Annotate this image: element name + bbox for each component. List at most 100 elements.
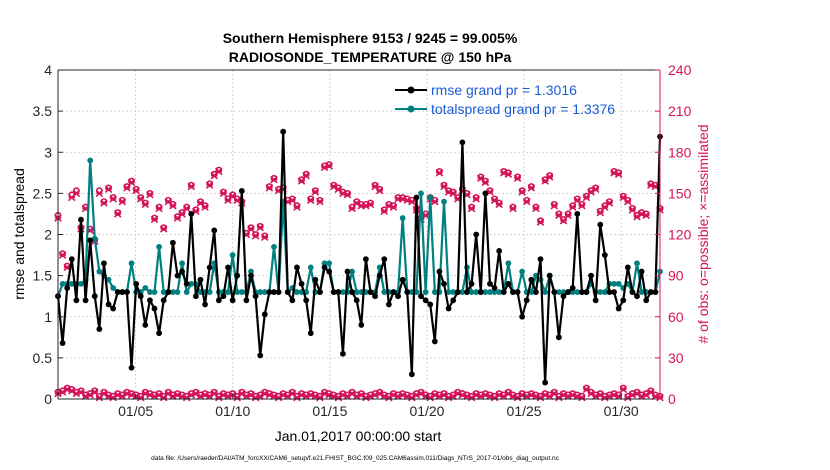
series-1-point bbox=[519, 268, 526, 275]
series-0-point bbox=[362, 256, 369, 263]
obs-assimilated-marker bbox=[605, 199, 614, 207]
obs-assimilated-marker bbox=[624, 197, 632, 206]
series-0-point bbox=[372, 293, 378, 300]
obs-assimilated-marker bbox=[159, 225, 168, 233]
series-0-point bbox=[399, 276, 406, 283]
series-1-point bbox=[468, 289, 475, 295]
series-0-point bbox=[468, 280, 475, 287]
series-0-point bbox=[101, 260, 107, 267]
obs-possible-marker bbox=[518, 187, 526, 195]
series-1-point bbox=[638, 289, 645, 295]
obs-assimilated-marker bbox=[201, 203, 209, 211]
series-1-point bbox=[238, 289, 245, 295]
series-1-point bbox=[441, 198, 447, 205]
obs-possible-marker bbox=[472, 194, 480, 201]
series-0-point bbox=[133, 280, 140, 287]
series-0-point bbox=[330, 289, 337, 295]
series-1-point bbox=[601, 289, 608, 295]
series-1-point bbox=[248, 268, 254, 275]
series-0-point bbox=[578, 289, 585, 295]
series-0-point bbox=[404, 289, 411, 295]
obs-possible-marker bbox=[270, 174, 278, 182]
series-0-point bbox=[307, 330, 314, 337]
series-0-point bbox=[206, 264, 213, 271]
series-0-point bbox=[606, 289, 613, 295]
obs-assimilated-marker bbox=[205, 181, 214, 189]
obs-assimilated-marker bbox=[527, 184, 536, 192]
series-0-point bbox=[556, 334, 562, 341]
obs-possible-marker bbox=[151, 214, 158, 222]
series-0-point bbox=[317, 289, 323, 295]
obs-assimilated-marker bbox=[169, 201, 177, 210]
obs-possible-marker bbox=[569, 202, 577, 210]
series-0-point bbox=[565, 289, 571, 295]
obs-assimilated-marker bbox=[247, 225, 255, 233]
series-1-point bbox=[496, 289, 503, 295]
legend-rmse-marker bbox=[407, 86, 415, 94]
obs-possible-marker bbox=[265, 183, 273, 190]
obs-possible-marker bbox=[311, 187, 319, 195]
obs-assimilated-marker bbox=[421, 211, 430, 220]
series-0-point bbox=[496, 248, 503, 254]
series-0-point bbox=[271, 289, 277, 295]
series-1-point bbox=[482, 289, 489, 295]
obs-assimilated-marker bbox=[389, 203, 398, 211]
series-0-point bbox=[312, 276, 319, 283]
chart-title: Southern Hemisphere 9153 / 9245 = 99.005… bbox=[223, 30, 518, 46]
obs-assimilated-marker bbox=[536, 218, 545, 226]
series-0-point bbox=[638, 268, 645, 275]
series-0-point bbox=[422, 297, 429, 304]
obs-assimilated-marker bbox=[316, 197, 324, 206]
series-1-point bbox=[169, 289, 176, 295]
series-0-point bbox=[340, 350, 346, 357]
y-right-tick-label: 120 bbox=[668, 227, 692, 243]
series-1-point bbox=[326, 260, 333, 267]
y-left-tick-label: 3 bbox=[44, 144, 52, 160]
obs-possible-marker bbox=[537, 217, 544, 225]
series-0-point bbox=[381, 256, 388, 263]
series-0-point bbox=[629, 289, 636, 295]
series-0-point bbox=[289, 297, 296, 304]
series-0-point bbox=[574, 211, 581, 217]
obs-assimilated-marker bbox=[302, 171, 310, 180]
series-0-point bbox=[634, 293, 640, 300]
obs-assimilated-marker bbox=[141, 200, 150, 209]
obs-possible-marker bbox=[592, 184, 600, 192]
obs-assimilated-marker bbox=[132, 186, 140, 195]
series-0-point bbox=[473, 231, 480, 238]
series-1-point bbox=[188, 280, 195, 287]
series-0-point bbox=[266, 289, 273, 295]
series-0-point bbox=[441, 280, 447, 287]
obs-assimilated-marker bbox=[306, 196, 315, 204]
y-right-tick-label: 90 bbox=[668, 268, 684, 284]
x-axis-label: Jan.01,2017 00:00:00 start bbox=[275, 428, 442, 444]
obs-assimilated-marker bbox=[72, 189, 81, 198]
series-0-point bbox=[542, 379, 549, 386]
y-right-tick-label: 150 bbox=[668, 185, 692, 201]
obs-assimilated-marker bbox=[435, 169, 444, 177]
obs-assimilated-marker bbox=[532, 204, 540, 213]
obs-assimilated-marker bbox=[591, 185, 600, 194]
obs-possible-marker bbox=[114, 209, 122, 216]
series-1-point bbox=[147, 289, 153, 295]
series-0-point bbox=[583, 289, 590, 295]
series-1-point bbox=[183, 289, 190, 295]
series-1-point bbox=[151, 289, 158, 295]
obs-low-assimilated-marker bbox=[578, 393, 586, 402]
obs-assimilated-marker bbox=[100, 199, 108, 207]
obs-low-assimilated-marker bbox=[619, 385, 628, 394]
obs-assimilated-marker bbox=[408, 197, 416, 206]
series-0-point bbox=[252, 293, 259, 300]
obs-possible-marker bbox=[118, 196, 126, 204]
series-1-point bbox=[174, 289, 181, 295]
series-0-point bbox=[73, 297, 80, 304]
obs-possible-marker bbox=[307, 195, 315, 203]
obs-possible-marker bbox=[164, 196, 172, 204]
obs-possible-marker bbox=[160, 224, 168, 232]
obs-assimilated-marker bbox=[481, 178, 490, 187]
series-0-point bbox=[59, 340, 66, 346]
series-1-point bbox=[556, 289, 562, 295]
series-0-point bbox=[183, 280, 190, 287]
obs-possible-marker bbox=[619, 192, 627, 200]
